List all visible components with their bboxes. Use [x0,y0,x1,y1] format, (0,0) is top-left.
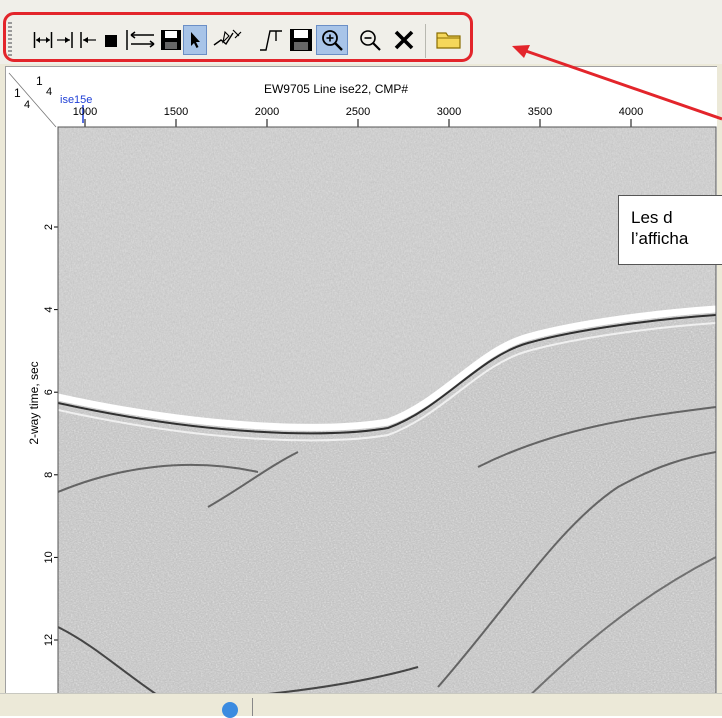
fit-horizontal-icon [33,32,53,48]
y-tick-label: 10 [43,551,55,563]
scale-numerator: 1 [36,74,43,88]
status-bar [0,693,722,718]
y-tick-label: 8 [43,472,55,478]
seismic-plot[interactable]: 1 4 1 4 EW9705 Line ise22, CMP# ise15e 1… [6,67,717,718]
open-folder-button[interactable] [432,25,466,55]
scale-numerator-left: 1 [14,86,21,100]
trace-marker-label: ise15e [60,94,92,106]
x-tick-label: 1000 [73,106,97,118]
y-tick-label: 6 [43,389,55,395]
toolbar-separator [425,24,426,58]
stop-icon [105,35,117,47]
scale-indicator: 1 4 1 4 [8,72,57,128]
pick-horizon-button[interactable] [211,25,245,55]
annotation-callout: Les d l’afficha [618,195,722,265]
x-tick-label: 1500 [164,106,188,118]
scale-den-top: 4 [46,86,52,98]
zoom-in-button[interactable] [316,25,348,55]
trace-button[interactable] [256,25,284,55]
zoom-in-icon [322,30,343,51]
toolbar [0,0,722,64]
x-tick-label: 2000 [255,106,279,118]
y-tick-label: 2 [43,224,55,230]
trace-icon [260,30,282,51]
close-button[interactable] [390,25,418,55]
zoom-out-icon [360,30,381,51]
swap-direction-button[interactable] [125,25,157,55]
zoom-out-button[interactable] [355,25,385,55]
y-axis-label: 2-way time, sec [27,361,41,444]
seismic-plot-panel[interactable]: 1 4 1 4 EW9705 Line ise22, CMP# ise15e 1… [5,66,717,718]
fit-horizontal-button[interactable] [33,25,53,55]
pointer-icon [191,32,200,48]
x-axis: 1000 1500 2000 2500 3000 3500 4000 [73,106,643,127]
shrink-horizontal-icon [57,32,96,48]
scale-denominator: 4 [24,99,30,111]
swap-direction-icon [126,30,155,50]
seismic-image[interactable] [57,126,717,718]
globe-icon [222,702,238,718]
pick-horizon-icon [213,29,242,46]
stop-button[interactable] [101,25,121,55]
x-tick-label: 2500 [346,106,370,118]
x-tick-label: 4000 [619,106,643,118]
save-icon [161,30,181,50]
y-tick-label: 4 [43,307,55,313]
status-divider [252,698,253,716]
y-tick-label: 12 [43,634,55,646]
toolbar-grip[interactable] [8,22,12,58]
shrink-horizontal-button[interactable] [56,25,98,55]
open-folder-icon [436,32,461,49]
callout-line-1: Les d [631,208,673,227]
plot-title: EW9705 Line ise22, CMP# [264,82,408,96]
save-picks-button[interactable] [288,25,314,55]
save-picks-icon [290,29,312,51]
close-icon [394,30,414,50]
callout-line-2: l’afficha [631,229,689,248]
pointer-button[interactable] [183,25,207,55]
x-tick-label: 3500 [528,106,552,118]
x-tick-label: 3000 [437,106,461,118]
save-button[interactable] [160,25,182,55]
